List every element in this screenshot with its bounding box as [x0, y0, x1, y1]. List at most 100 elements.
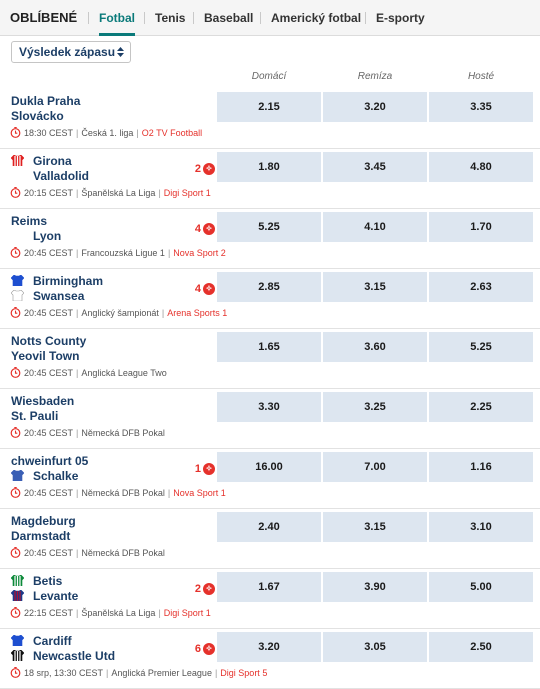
away-team-name[interactable]: Valladolid	[33, 169, 90, 183]
tab-esports[interactable]: E-sporty	[376, 11, 425, 25]
info-separator: |	[76, 367, 79, 378]
match-row[interactable]: Betis Levante 2 ✧ 1.67 3.90 5.00 22:15 CEST | Špa…	[0, 569, 540, 629]
away-team-name[interactable]: Lyon	[33, 229, 62, 243]
tab-divider	[144, 12, 145, 24]
match-row[interactable]: chweinfurt 05 Schalke 1 ✧ 16.00 7.00 1.16 20:45…	[0, 449, 540, 509]
match-info: 20:15 CEST | Španělská La Liga | Digi Sport …	[10, 187, 211, 198]
league-name[interactable]: Německá DFB Pokal	[81, 547, 165, 558]
live-stats-count: 4	[194, 223, 201, 235]
odds-home-button[interactable]: 3.30	[217, 392, 321, 422]
odds-home-button[interactable]: 2.40	[217, 512, 321, 542]
odds-draw-button[interactable]: 3.15	[323, 272, 427, 302]
odds-away-button[interactable]: 3.35	[429, 92, 533, 122]
match-row[interactable]: Notts County Yeovil Town 1.65 3.60 5.25 20:45…	[0, 329, 540, 389]
away-team-name[interactable]: Darmstadt	[11, 529, 71, 543]
odds-draw-button[interactable]: 3.05	[323, 632, 427, 662]
clock-icon	[10, 307, 21, 318]
odds-home-button[interactable]: 2.85	[217, 272, 321, 302]
tab-football[interactable]: Fotbal	[99, 0, 135, 36]
odds-draw-button[interactable]: 3.60	[323, 332, 427, 362]
home-team-name[interactable]: Cardiff	[33, 634, 72, 648]
home-team-name[interactable]: Magdeburg	[11, 514, 76, 528]
away-team-name[interactable]: Swansea	[33, 289, 85, 303]
home-team-name[interactable]: Dukla Praha	[11, 94, 81, 108]
away-jersey-icon	[11, 470, 24, 481]
sort-caret-icon	[117, 47, 124, 57]
tv-channel[interactable]: Nova Sport 1	[173, 487, 226, 498]
league-name[interactable]: Anglická League Two	[81, 367, 167, 378]
stats-icon: ✧	[203, 643, 215, 655]
odds-home-button[interactable]: 1.65	[217, 332, 321, 362]
odds-draw-button[interactable]: 3.25	[323, 392, 427, 422]
odds-away-button[interactable]: 2.63	[429, 272, 533, 302]
odds-away-button[interactable]: 2.25	[429, 392, 533, 422]
odds-draw-button[interactable]: 3.20	[323, 92, 427, 122]
league-name[interactable]: Španělská La Liga	[81, 187, 156, 198]
odds-draw-button[interactable]: 3.15	[323, 512, 427, 542]
live-stats-badge[interactable]: 2 ✧	[195, 583, 215, 595]
odds-home-button[interactable]: 3.20	[217, 632, 321, 662]
home-team-name[interactable]: Birmingham	[33, 274, 104, 288]
odds-draw-button[interactable]: 3.90	[323, 572, 427, 602]
league-name[interactable]: Německá DFB Pokal	[81, 427, 165, 438]
home-team-name[interactable]: Reims	[11, 214, 48, 228]
tab-tennis[interactable]: Tenis	[155, 11, 186, 25]
match-row[interactable]: Dukla Praha Slovácko 2.15 3.20 3.35 18:30 CES…	[0, 89, 540, 149]
away-team-name[interactable]: Newcastle Utd	[33, 649, 116, 663]
away-team-name[interactable]: St. Pauli	[11, 409, 59, 423]
away-team-name[interactable]: Yeovil Town	[11, 349, 80, 363]
tab-baseball[interactable]: Baseball	[204, 11, 254, 25]
odds-away-button[interactable]: 1.70	[429, 212, 533, 242]
live-stats-badge[interactable]: 6 ✧	[195, 643, 215, 655]
league-name[interactable]: Anglický šampionát	[81, 307, 159, 318]
league-name[interactable]: Anglická Premier League	[111, 667, 212, 678]
match-row[interactable]: Cardiff Newcastle Utd 6 ✧ 3.20 3.05 2.50 18 srp…	[0, 629, 540, 689]
match-info: 22:15 CEST | Španělská La Liga | Digi Sport …	[10, 607, 211, 618]
home-team-name[interactable]: chweinfurt 05	[11, 454, 89, 468]
league-name[interactable]: Francouzská Ligue 1	[81, 247, 165, 258]
odds-home-button[interactable]: 1.67	[217, 572, 321, 602]
tv-channel[interactable]: Digi Sport 5	[220, 667, 268, 678]
odds-away-button[interactable]: 5.00	[429, 572, 533, 602]
odds-home-button[interactable]: 5.25	[217, 212, 321, 242]
live-stats-badge[interactable]: 4 ✧	[195, 223, 215, 235]
market-select[interactable]: Výsledek zápasu	[11, 41, 131, 63]
odds-home-button[interactable]: 1.80	[217, 152, 321, 182]
home-team-name[interactable]: Betis	[33, 574, 63, 588]
home-team-name[interactable]: Wiesbaden	[11, 394, 75, 408]
home-team-name[interactable]: Girona	[33, 154, 72, 168]
odds-away-button[interactable]: 4.80	[429, 152, 533, 182]
live-stats-badge[interactable]: 4 ✧	[195, 283, 215, 295]
match-row[interactable]: Magdeburg Darmstadt 2.40 3.15 3.10 20:45 CEST…	[0, 509, 540, 569]
match-row[interactable]: Reims Lyon 4 ✧ 5.25 4.10 1.70 20:45 CEST | Franco…	[0, 209, 540, 269]
tv-channel[interactable]: O2 TV Football	[141, 127, 203, 138]
tv-channel[interactable]: Arena Sports 1	[167, 307, 228, 318]
tv-channel[interactable]: Digi Sport 1	[163, 607, 211, 618]
odds-draw-button[interactable]: 4.10	[323, 212, 427, 242]
odds-away-button[interactable]: 3.10	[429, 512, 533, 542]
odds-draw-button[interactable]: 7.00	[323, 452, 427, 482]
live-stats-count: 2	[194, 583, 201, 595]
odds-home-button[interactable]: 2.15	[217, 92, 321, 122]
match-row[interactable]: Girona Valladolid 2 ✧ 1.80 3.45 4.80 20:15 CEST…	[0, 149, 540, 209]
odds-home-button[interactable]: 16.00	[217, 452, 321, 482]
odds-away-button[interactable]: 5.25	[429, 332, 533, 362]
league-name[interactable]: Německá DFB Pokal	[81, 487, 165, 498]
live-stats-badge[interactable]: 1 ✧	[195, 463, 215, 475]
away-team-name[interactable]: Levante	[33, 589, 79, 603]
league-name[interactable]: Česká 1. liga	[81, 127, 134, 138]
away-team-name[interactable]: Schalke	[33, 469, 79, 483]
match-row[interactable]: Birmingham Swansea 4 ✧ 2.85 3.15 2.63 20:45 CES…	[0, 269, 540, 329]
tv-channel[interactable]: Digi Sport 1	[163, 187, 211, 198]
match-info: 20:45 CEST | Německá DFB Pokal	[10, 427, 165, 438]
away-team-name[interactable]: Slovácko	[11, 109, 64, 123]
home-team-name[interactable]: Notts County	[11, 334, 87, 348]
tv-channel[interactable]: Nova Sport 2	[173, 247, 226, 258]
odds-draw-button[interactable]: 3.45	[323, 152, 427, 182]
odds-away-button[interactable]: 2.50	[429, 632, 533, 662]
match-row[interactable]: Wiesbaden St. Pauli 3.30 3.25 2.25 20:45 CEST…	[0, 389, 540, 449]
live-stats-badge[interactable]: 2 ✧	[195, 163, 215, 175]
tab-american-football[interactable]: Americký fotbal	[271, 11, 362, 25]
odds-away-button[interactable]: 1.16	[429, 452, 533, 482]
league-name[interactable]: Španělská La Liga	[81, 607, 156, 618]
